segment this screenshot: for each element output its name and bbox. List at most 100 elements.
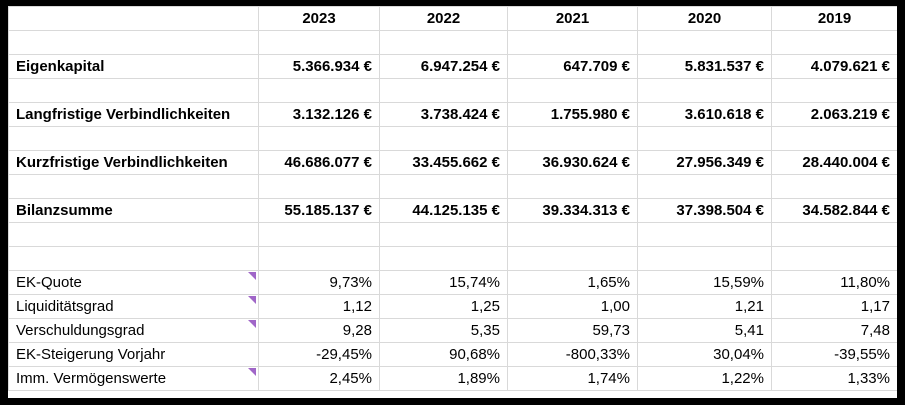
- empty-cell[interactable]: [8, 30, 259, 55]
- value-cell[interactable]: 33.455.662 €: [379, 150, 508, 175]
- empty-cell[interactable]: [258, 174, 380, 199]
- row-label-ek-steigerung-vorjahr[interactable]: EK-Steigerung Vorjahr: [8, 342, 259, 367]
- empty-cell[interactable]: [771, 246, 897, 271]
- value-cell[interactable]: 34.582.844 €: [771, 198, 897, 223]
- empty-cell[interactable]: [379, 126, 508, 151]
- row-label-liquiditaetsgrad[interactable]: Liquiditätsgrad: [8, 294, 259, 319]
- header-empty-cell[interactable]: [8, 6, 259, 31]
- year-header-2019[interactable]: 2019: [771, 6, 897, 31]
- empty-cell[interactable]: [258, 222, 380, 247]
- value-cell[interactable]: 2.063.219 €: [771, 102, 897, 127]
- empty-cell[interactable]: [637, 30, 772, 55]
- value-cell[interactable]: -800,33%: [507, 342, 638, 367]
- year-header-2022[interactable]: 2022: [379, 6, 508, 31]
- value-cell[interactable]: 90,68%: [379, 342, 508, 367]
- comment-indicator-icon[interactable]: [248, 320, 256, 328]
- empty-cell[interactable]: [771, 78, 897, 103]
- row-label-langfristige-verbindlichkeiten[interactable]: Langfristige Verbindlichkeiten: [8, 102, 259, 127]
- value-cell[interactable]: 28.440.004 €: [771, 150, 897, 175]
- value-cell[interactable]: 1,22%: [637, 366, 772, 391]
- value-cell[interactable]: 55.185.137 €: [258, 198, 380, 223]
- empty-cell[interactable]: [637, 126, 772, 151]
- row-label-verschuldungsgrad[interactable]: Verschuldungsgrad: [8, 318, 259, 343]
- empty-cell[interactable]: [8, 174, 259, 199]
- empty-cell[interactable]: [8, 222, 259, 247]
- empty-cell[interactable]: [637, 246, 772, 271]
- empty-cell[interactable]: [637, 78, 772, 103]
- value-cell[interactable]: 5,41: [637, 318, 772, 343]
- value-cell[interactable]: 9,73%: [258, 270, 380, 295]
- value-cell[interactable]: -29,45%: [258, 342, 380, 367]
- empty-cell[interactable]: [379, 222, 508, 247]
- row-label-kurzfristige-verbindlichkeiten[interactable]: Kurzfristige Verbindlichkeiten: [8, 150, 259, 175]
- value-cell[interactable]: 15,74%: [379, 270, 508, 295]
- empty-cell[interactable]: [258, 78, 380, 103]
- value-cell[interactable]: 1,17: [771, 294, 897, 319]
- empty-cell[interactable]: [507, 222, 638, 247]
- value-cell[interactable]: 1.755.980 €: [507, 102, 638, 127]
- value-cell[interactable]: 5.366.934 €: [258, 54, 380, 79]
- year-header-2020[interactable]: 2020: [637, 6, 772, 31]
- empty-cell[interactable]: [507, 246, 638, 271]
- comment-indicator-icon[interactable]: [248, 368, 256, 376]
- value-cell[interactable]: -39,55%: [771, 342, 897, 367]
- empty-cell[interactable]: [258, 126, 380, 151]
- value-cell[interactable]: 39.334.313 €: [507, 198, 638, 223]
- empty-cell[interactable]: [637, 174, 772, 199]
- value-cell[interactable]: 1,25: [379, 294, 508, 319]
- value-cell[interactable]: 1,89%: [379, 366, 508, 391]
- value-cell[interactable]: 37.398.504 €: [637, 198, 772, 223]
- value-cell[interactable]: 44.125.135 €: [379, 198, 508, 223]
- value-cell[interactable]: 1,00: [507, 294, 638, 319]
- empty-cell[interactable]: [258, 30, 380, 55]
- value-cell[interactable]: 7,48: [771, 318, 897, 343]
- value-cell[interactable]: 1,74%: [507, 366, 638, 391]
- year-header-2021[interactable]: 2021: [507, 6, 638, 31]
- empty-cell[interactable]: [771, 126, 897, 151]
- value-cell[interactable]: 30,04%: [637, 342, 772, 367]
- year-header-2023[interactable]: 2023: [258, 6, 380, 31]
- value-cell[interactable]: 9,28: [258, 318, 380, 343]
- value-cell[interactable]: 3.132.126 €: [258, 102, 380, 127]
- empty-cell[interactable]: [771, 174, 897, 199]
- value-cell[interactable]: 1,12: [258, 294, 380, 319]
- value-cell[interactable]: 6.947.254 €: [379, 54, 508, 79]
- value-cell[interactable]: 27.956.349 €: [637, 150, 772, 175]
- empty-cell[interactable]: [8, 126, 259, 151]
- empty-cell[interactable]: [8, 246, 259, 271]
- empty-cell[interactable]: [771, 30, 897, 55]
- value-cell[interactable]: 59,73: [507, 318, 638, 343]
- value-cell[interactable]: 4.079.621 €: [771, 54, 897, 79]
- row-label-ek-quote[interactable]: EK-Quote: [8, 270, 259, 295]
- value-cell[interactable]: 1,65%: [507, 270, 638, 295]
- value-cell[interactable]: 46.686.077 €: [258, 150, 380, 175]
- empty-cell[interactable]: [258, 246, 380, 271]
- value-cell[interactable]: 11,80%: [771, 270, 897, 295]
- empty-cell[interactable]: [379, 174, 508, 199]
- empty-cell[interactable]: [379, 246, 508, 271]
- value-cell[interactable]: 3.738.424 €: [379, 102, 508, 127]
- row-label-eigenkapital[interactable]: Eigenkapital: [8, 54, 259, 79]
- value-cell[interactable]: 1,33%: [771, 366, 897, 391]
- empty-cell[interactable]: [507, 30, 638, 55]
- empty-cell[interactable]: [379, 30, 508, 55]
- row-label-imm-vermoegenswerte[interactable]: Imm. Vermögenswerte: [8, 366, 259, 391]
- empty-cell[interactable]: [637, 222, 772, 247]
- value-cell[interactable]: 36.930.624 €: [507, 150, 638, 175]
- value-cell[interactable]: 1,21: [637, 294, 772, 319]
- empty-cell[interactable]: [8, 78, 259, 103]
- empty-cell[interactable]: [507, 174, 638, 199]
- value-cell[interactable]: 2,45%: [258, 366, 380, 391]
- comment-indicator-icon[interactable]: [248, 296, 256, 304]
- comment-indicator-icon[interactable]: [248, 272, 256, 280]
- value-cell[interactable]: 3.610.618 €: [637, 102, 772, 127]
- row-label-bilanzsumme[interactable]: Bilanzsumme: [8, 198, 259, 223]
- value-cell[interactable]: 5,35: [379, 318, 508, 343]
- empty-cell[interactable]: [379, 78, 508, 103]
- empty-cell[interactable]: [507, 126, 638, 151]
- empty-cell[interactable]: [771, 222, 897, 247]
- value-cell[interactable]: 647.709 €: [507, 54, 638, 79]
- value-cell[interactable]: 5.831.537 €: [637, 54, 772, 79]
- value-cell[interactable]: 15,59%: [637, 270, 772, 295]
- empty-cell[interactable]: [507, 78, 638, 103]
